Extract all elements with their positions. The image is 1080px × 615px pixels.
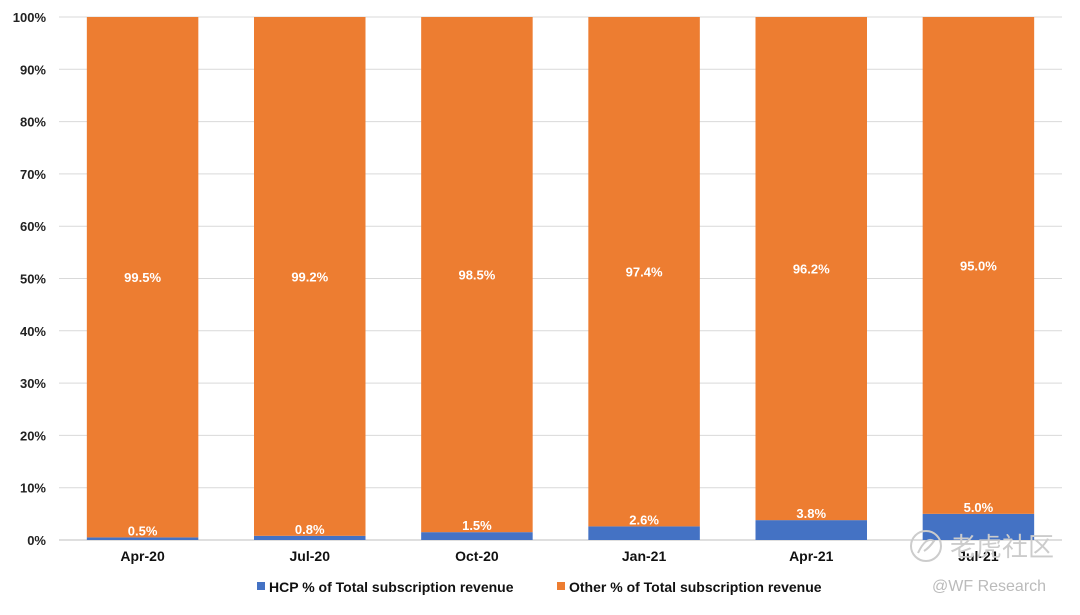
bars	[86, 17, 1035, 540]
watermark-logo-icon	[910, 530, 942, 562]
bar-segment-other	[253, 17, 366, 536]
y-tick-label: 70%	[20, 167, 46, 182]
x-tick-label: Apr-21	[789, 548, 834, 564]
x-axis-ticks: Apr-20 Jul-20 Oct-20 Jan-21 Apr-21 Jul-21	[120, 548, 998, 564]
data-label-other: 97.4%	[626, 265, 663, 280]
bar-segment-hcp	[86, 537, 199, 540]
y-tick-label: 20%	[20, 428, 46, 443]
x-tick-label: Apr-20	[120, 548, 165, 564]
data-label-hcp: 3.8%	[796, 506, 826, 521]
bar-segment-hcp	[755, 520, 868, 540]
watermark: 老虎社区 @WF Research	[910, 530, 1054, 595]
bar-segment-hcp	[421, 532, 533, 540]
y-tick-label: 0%	[27, 533, 46, 548]
data-label-hcp: 1.5%	[462, 518, 492, 533]
data-label-hcp: 5.0%	[964, 500, 994, 515]
legend: HCP % of Total subscription revenue Other…	[257, 579, 822, 595]
data-label-other: 96.2%	[793, 262, 830, 277]
legend-swatch	[557, 582, 565, 590]
bar-segment-other	[588, 17, 700, 527]
data-label-other: 95.0%	[960, 258, 997, 273]
x-tick-label: Jul-20	[290, 548, 331, 564]
gridlines	[59, 16, 1062, 541]
y-tick-label: 80%	[20, 115, 46, 130]
watermark-handle: @WF Research	[932, 578, 1046, 595]
legend-label: HCP % of Total subscription revenue	[269, 579, 514, 595]
data-label-other: 99.5%	[124, 270, 161, 285]
bar-segment-hcp	[253, 535, 366, 540]
data-label-hcp: 0.8%	[295, 522, 325, 537]
legend-swatch	[257, 582, 265, 590]
bar-segment-other	[421, 17, 533, 533]
data-label-hcp: 0.5%	[128, 523, 158, 538]
bar-segment-other	[86, 17, 199, 538]
y-tick-label: 40%	[20, 324, 46, 339]
y-tick-label: 100%	[13, 10, 47, 25]
data-label-other: 98.5%	[458, 268, 495, 283]
legend-label: Other % of Total subscription revenue	[569, 579, 822, 595]
y-tick-label: 30%	[20, 376, 46, 391]
y-tick-label: 90%	[20, 62, 46, 77]
bar-segment-other	[755, 17, 868, 521]
data-label-hcp: 2.6%	[629, 512, 659, 527]
y-tick-label: 50%	[20, 272, 46, 287]
x-tick-label: Jul-21	[958, 548, 999, 564]
x-tick-label: Jan-21	[622, 548, 667, 564]
data-label-other: 99.2%	[291, 269, 328, 284]
bar-segment-hcp	[588, 526, 700, 540]
bar-segment-other	[922, 17, 1035, 514]
y-tick-label: 60%	[20, 219, 46, 234]
data-labels: 0.5% 99.5% 0.8% 99.2% 1.5% 98.5% 2.6% 97.4% 3.8%…	[124, 258, 997, 538]
x-tick-label: Oct-20	[455, 548, 499, 564]
bar-segment-hcp	[922, 513, 1035, 540]
y-tick-label: 10%	[20, 481, 46, 496]
watermark-brand: 老虎社区	[950, 532, 1054, 562]
y-axis-ticks: 0% 10% 20% 30% 40% 50% 60% 70% 80% 90% 100%	[13, 10, 47, 548]
